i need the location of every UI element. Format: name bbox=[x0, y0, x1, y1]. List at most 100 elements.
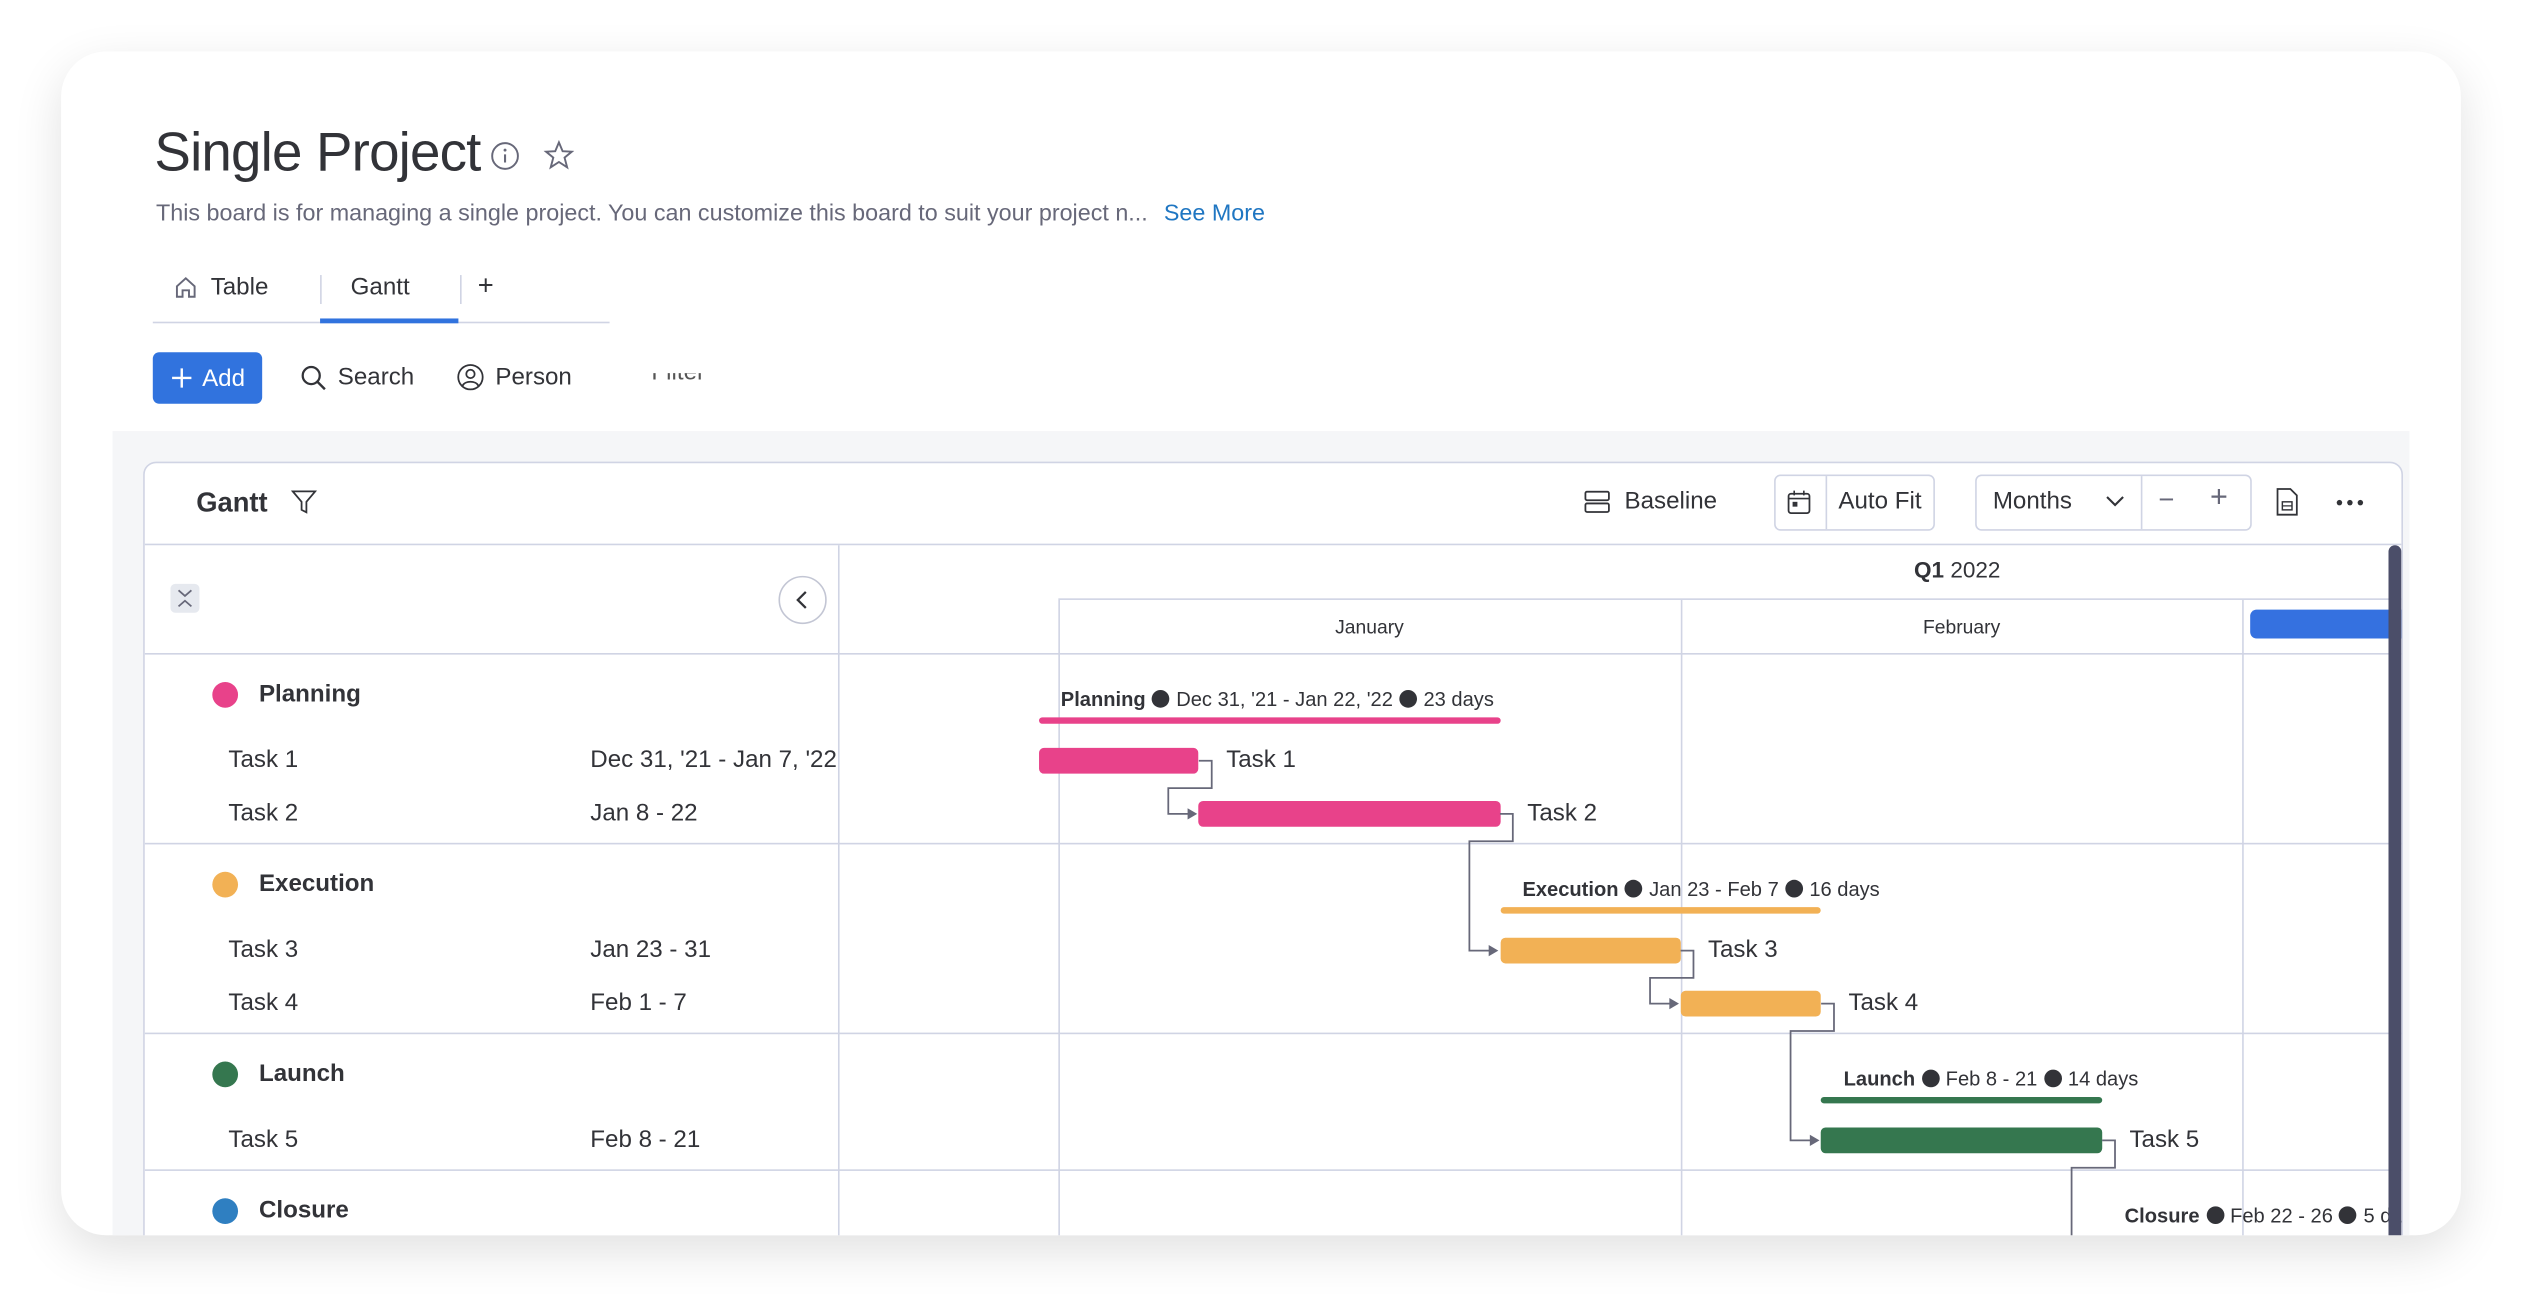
group-summary-bar[interactable] bbox=[1821, 1096, 2103, 1104]
zoom-in-button[interactable]: + bbox=[2209, 480, 2228, 515]
dot-separator bbox=[1152, 690, 1170, 708]
dot-separator bbox=[1624, 879, 1643, 898]
task-bar-label: Task 1 bbox=[1226, 746, 1296, 774]
dependency-link bbox=[1468, 812, 1514, 952]
zoom-control bbox=[1975, 474, 2252, 531]
task-bar-label: Task 3 bbox=[1707, 936, 1778, 964]
arrow-icon bbox=[1187, 808, 1198, 820]
group-summary-bar[interactable] bbox=[1038, 717, 1500, 724]
add-view-button[interactable]: + bbox=[477, 270, 494, 301]
collapse-icon bbox=[177, 589, 192, 608]
task-name[interactable]: Task 5 bbox=[228, 1125, 299, 1154]
group-name[interactable]: Planning bbox=[258, 680, 361, 708]
see-more-link[interactable]: See More bbox=[1163, 201, 1265, 227]
group-divider bbox=[144, 842, 2402, 845]
offscreen-bar-march[interactable] bbox=[2250, 609, 2402, 639]
task-bar[interactable] bbox=[1821, 1127, 2103, 1154]
tab-divider bbox=[320, 275, 322, 304]
add-label: Add bbox=[202, 364, 246, 392]
summary-dates: Jan 23 - Feb 7 bbox=[1649, 878, 1779, 901]
home-icon bbox=[175, 276, 196, 298]
filter-button[interactable]: Filter bbox=[622, 373, 705, 389]
gantt-panel: Gantt Baseline Auto Fit Months − + Q1 20… bbox=[143, 461, 2403, 1236]
info-icon[interactable] bbox=[491, 142, 520, 171]
group-summary-label: Execution Jan 23 - Feb 7 16 days bbox=[1522, 878, 1879, 901]
task-name[interactable]: Task 1 bbox=[228, 746, 299, 774]
star-icon[interactable] bbox=[543, 139, 575, 171]
task-bar[interactable] bbox=[1499, 937, 1681, 964]
summary-dates: Dec 31, '21 - Jan 22, '22 bbox=[1176, 688, 1393, 711]
arrow-icon bbox=[1809, 1134, 1820, 1146]
export-document-icon[interactable] bbox=[2276, 487, 2299, 516]
summary-group-name: Planning bbox=[1060, 688, 1146, 711]
tab-gantt[interactable]: Gantt bbox=[350, 273, 410, 301]
summary-days: 14 days bbox=[2067, 1067, 2139, 1091]
group-summary-label: Launch Feb 8 - 21 14 days bbox=[1844, 1068, 2139, 1091]
baseline-button[interactable]: Baseline bbox=[1624, 487, 1718, 515]
task-dates: Jan 23 - 31 bbox=[590, 936, 712, 964]
arrow-icon bbox=[1488, 944, 1499, 957]
control-divider bbox=[1825, 476, 1828, 530]
group-color-dot[interactable] bbox=[212, 681, 239, 708]
quarter-label: Q1 2022 bbox=[1914, 557, 2000, 583]
dot-separator bbox=[1921, 1069, 1940, 1088]
person-label: Person bbox=[495, 363, 572, 391]
calendar-icon[interactable] bbox=[1787, 489, 1811, 515]
page-title: Single Project bbox=[154, 122, 481, 184]
group-color-dot[interactable] bbox=[212, 871, 239, 898]
description-text: This board is for managing a single proj… bbox=[156, 201, 1148, 227]
group-color-dot[interactable] bbox=[212, 1061, 239, 1088]
zoom-out-button[interactable]: − bbox=[2158, 484, 2175, 515]
summary-dates: Feb 8 - 21 bbox=[1945, 1067, 2038, 1091]
task-bar[interactable] bbox=[1198, 800, 1500, 827]
task-bar-label: Task 2 bbox=[1527, 799, 1598, 827]
task-bar[interactable] bbox=[1680, 990, 1822, 1017]
control-divider bbox=[2140, 476, 2143, 530]
task-name[interactable]: Task 4 bbox=[228, 989, 299, 1017]
gantt-title: Gantt bbox=[196, 487, 268, 518]
group-name[interactable]: Execution bbox=[258, 870, 375, 898]
filter-icon[interactable] bbox=[291, 489, 317, 515]
vertical-scrollbar[interactable] bbox=[2388, 545, 2402, 1236]
chevron-down-icon[interactable] bbox=[2105, 494, 2124, 508]
task-dates: Feb 1 - 7 bbox=[590, 989, 687, 1017]
timeline-header-divider bbox=[144, 653, 2402, 655]
add-button[interactable]: Add bbox=[152, 352, 263, 404]
search-label: Search bbox=[337, 363, 415, 391]
task-dates: Dec 31, '21 - Jan 7, '22 bbox=[590, 746, 837, 774]
task-bar-label: Task 5 bbox=[2129, 1125, 2200, 1154]
summary-dates: Feb 22 - 26 bbox=[2230, 1204, 2333, 1228]
task-name[interactable]: Task 2 bbox=[228, 799, 299, 827]
more-options-icon[interactable] bbox=[2335, 499, 2364, 507]
collapse-pane-button[interactable] bbox=[778, 575, 827, 625]
task-dates: Jan 8 - 22 bbox=[590, 799, 698, 827]
task-dates: Feb 8 - 21 bbox=[590, 1125, 701, 1154]
scale-select[interactable]: Months bbox=[1992, 487, 2072, 515]
dot-separator bbox=[1785, 879, 1803, 898]
active-tab-indicator bbox=[320, 318, 459, 324]
month-gridline bbox=[2242, 599, 2245, 1236]
group-color-dot[interactable] bbox=[212, 1198, 239, 1225]
task-bar[interactable] bbox=[1038, 747, 1199, 774]
person-icon bbox=[457, 364, 484, 391]
person-filter-button[interactable]: Person bbox=[457, 364, 572, 391]
dependency-link bbox=[1649, 949, 1695, 1005]
task-name[interactable]: Task 3 bbox=[228, 936, 299, 964]
collapse-all-button[interactable] bbox=[170, 583, 200, 613]
dot-separator bbox=[2205, 1206, 2224, 1225]
month-label-january: January bbox=[1335, 616, 1404, 639]
auto-fit-button[interactable]: Auto Fit bbox=[1838, 487, 1922, 515]
group-name[interactable]: Launch bbox=[258, 1059, 345, 1088]
arrow-icon bbox=[1669, 998, 1679, 1010]
group-summary-bar[interactable] bbox=[1499, 907, 1822, 914]
dependency-link bbox=[1167, 759, 1213, 815]
search-button[interactable]: Search bbox=[301, 364, 414, 391]
dependency-links bbox=[1167, 759, 2116, 1236]
tab-table[interactable]: Table bbox=[174, 273, 268, 301]
summary-days: 23 days bbox=[1423, 688, 1494, 711]
search-icon bbox=[301, 365, 326, 390]
task-bar-label: Task 4 bbox=[1848, 989, 1919, 1017]
month-gridline bbox=[1058, 599, 1060, 1236]
group-name[interactable]: Closure bbox=[258, 1196, 349, 1225]
